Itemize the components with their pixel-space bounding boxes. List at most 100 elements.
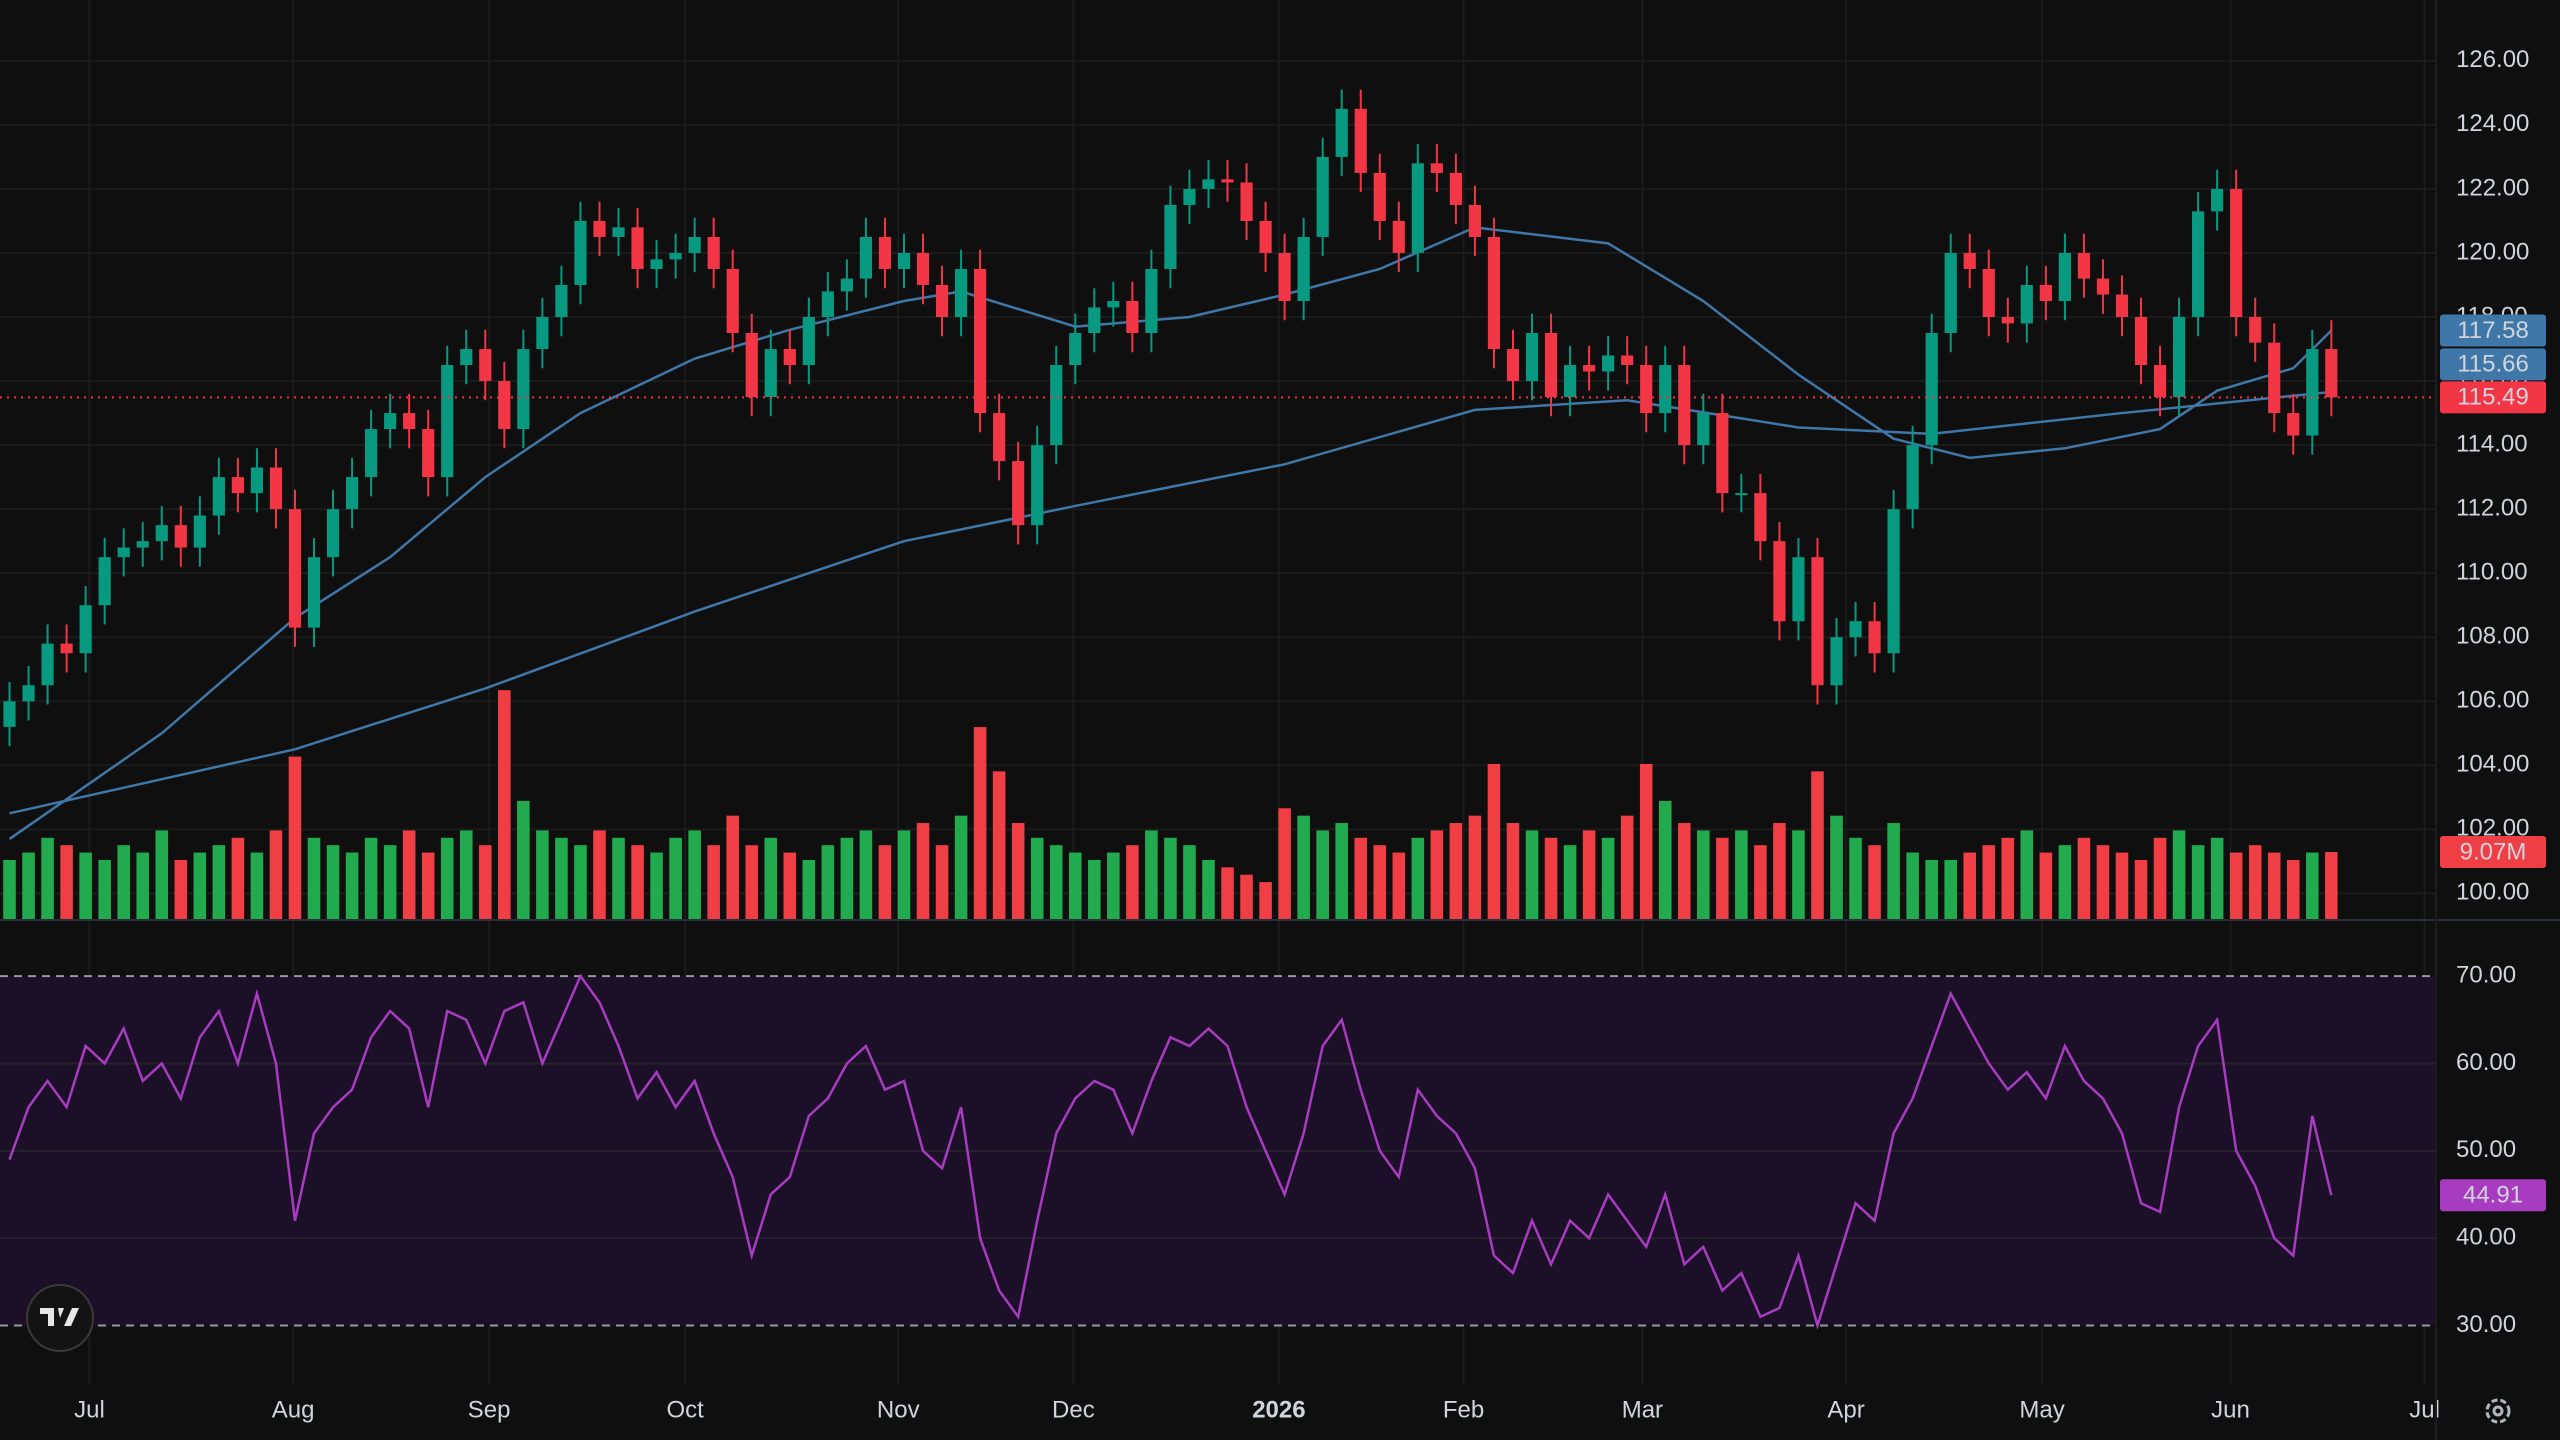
candle-body [2211, 188, 2224, 212]
volume-bar [1887, 823, 1900, 919]
volume-bar [878, 845, 892, 919]
candle-body [764, 349, 777, 398]
candle-body [1849, 621, 1862, 638]
volume-bar [1658, 800, 1672, 919]
candle-body [783, 349, 796, 366]
candle-body [231, 477, 244, 494]
candle-body [22, 685, 35, 702]
price-tag: 115.66 [2440, 348, 2546, 381]
volume-bar [1145, 830, 1158, 919]
candle-body [326, 509, 340, 558]
candle-body [41, 643, 54, 686]
volume-bar [155, 830, 169, 919]
y-tick-label: 70.00 [2456, 961, 2516, 988]
logo[interactable] [26, 1284, 94, 1352]
volume-bar [783, 852, 797, 919]
volume-bar [402, 830, 416, 919]
volume-bar [1297, 815, 1310, 919]
y-tick-label: 50.00 [2456, 1136, 2516, 1163]
settings-button[interactable] [2485, 1398, 2511, 1424]
volume-bar [1068, 852, 1082, 919]
x-tick-label: Jul [2409, 1396, 2440, 1423]
volume-bar [2077, 837, 2091, 919]
candle-body [1126, 300, 1139, 334]
candle-body [1240, 182, 1253, 221]
volume-bar [707, 845, 720, 919]
candle-body [1354, 108, 1367, 173]
volume-bar [2325, 852, 2338, 919]
volume-bar [1392, 852, 1406, 919]
candle-body [345, 477, 359, 510]
volume-bar [1202, 859, 1215, 919]
volume-bar [1373, 845, 1387, 919]
x-tick-label: 2026 [1252, 1396, 1305, 1423]
volume-bar [459, 830, 473, 919]
volume-bar [2001, 837, 2015, 919]
volume-bar [440, 837, 454, 919]
price-tag: 115.49 [2440, 381, 2546, 414]
candle-body [802, 317, 815, 366]
gear-outer[interactable] [2485, 1398, 2511, 1424]
volume-bar [2134, 859, 2148, 919]
candle-body [212, 477, 225, 516]
price-tag-label: 44.91 [2463, 1182, 2523, 1209]
volume-bar [821, 845, 835, 919]
y-tick-label: 108.00 [2456, 623, 2529, 650]
candle-body [2287, 413, 2300, 436]
volume-bar [1811, 771, 1824, 919]
candle-body [1792, 557, 1805, 622]
volume-bar [536, 830, 549, 919]
volume-bar [1107, 852, 1120, 919]
candle-body [1982, 268, 1995, 318]
candle-body [1392, 220, 1405, 253]
candle-body [1583, 365, 1596, 372]
volume-bar [2267, 852, 2281, 919]
volume-bar [612, 837, 625, 919]
price-tag: 44.91 [2440, 1179, 2546, 1212]
volume-bar [1563, 845, 1577, 919]
price-tag: 9.07M [2440, 836, 2546, 869]
volume-bar [174, 859, 188, 919]
volume-bar [41, 837, 54, 919]
x-tick-label: Jul [74, 1396, 105, 1423]
candle-body [1887, 509, 1900, 654]
y-tick-label: 104.00 [2456, 751, 2529, 778]
volume-bar [669, 837, 682, 919]
price-tag-background [2440, 1179, 2546, 1212]
candle-body [1031, 445, 1044, 526]
candle-body [365, 429, 378, 478]
volume-bar [2248, 845, 2262, 919]
candle-body [2249, 317, 2262, 343]
candle-body [2039, 284, 2052, 301]
volume-bar [1088, 859, 1101, 919]
y-tick-label: 100.00 [2456, 879, 2529, 906]
candle-body [98, 557, 111, 606]
candle-body [60, 643, 73, 654]
candle-body [1278, 252, 1291, 301]
volume-bar [2229, 852, 2243, 919]
volume-bar [631, 845, 644, 919]
gear-inner [2492, 1405, 2504, 1417]
x-tick-label: Apr [1827, 1396, 1864, 1423]
y-tick-label: 106.00 [2456, 687, 2529, 714]
volume-bar [1868, 845, 1881, 919]
candle-body [1468, 204, 1482, 237]
volume-bar [1773, 823, 1786, 919]
candle-body [307, 557, 321, 628]
candle-body [574, 220, 587, 285]
candle-body [1640, 365, 1653, 414]
volume-bar [1335, 823, 1348, 919]
candle-body [1335, 108, 1348, 157]
y-tick-label: 126.00 [2456, 46, 2529, 73]
candle-body [974, 268, 987, 414]
candle-body [1754, 493, 1767, 542]
volume-bar [1316, 830, 1329, 919]
candle-body [1069, 333, 1082, 366]
candle-body [821, 291, 834, 318]
logo-mark [40, 1308, 79, 1326]
volume-bar [326, 845, 340, 919]
x-tick-label: Dec [1052, 1396, 1095, 1423]
candle-body [288, 509, 302, 628]
